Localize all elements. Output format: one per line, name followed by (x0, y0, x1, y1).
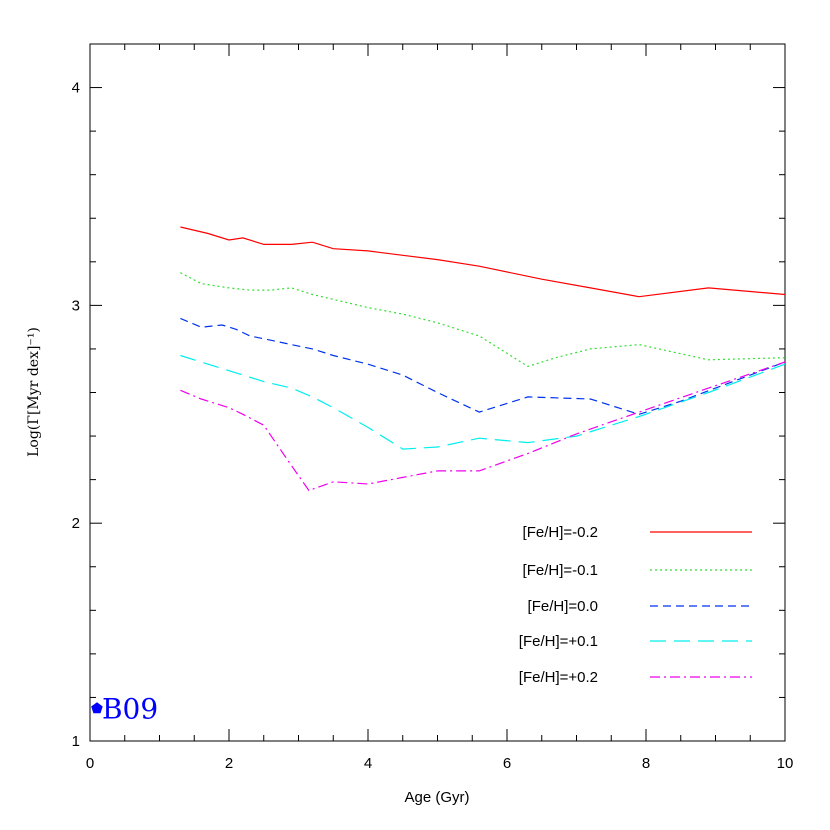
series-line-4 (180, 361, 786, 492)
y-tick-labels: 1 2 3 4 (72, 80, 80, 750)
y-tick-label: 4 (72, 80, 80, 97)
x-tick-label: 6 (503, 755, 511, 772)
legend-label-4: [Fe/H]=+0.2 (519, 669, 598, 686)
legend-label-3: [Fe/H]=+0.1 (519, 633, 598, 650)
x-tick-label: 2 (225, 755, 233, 772)
marker-label-0: B09 (102, 692, 158, 725)
plot-frame (89, 43, 786, 742)
y-tick-label: 2 (72, 515, 80, 532)
y-tick-label: 3 (72, 297, 80, 314)
marker-point-0 (91, 702, 103, 714)
x-tick-label: 0 (86, 755, 94, 772)
legend: [Fe/H]=-0.2 [Fe/H]=-0.1 [Fe/H]=0.0 [Fe/H]=+… (519, 524, 752, 686)
legend-label-2: [Fe/H]=0.0 (528, 598, 598, 615)
y-axis-label: Log(Γ[Myr dex]⁻¹) (26, 327, 42, 457)
series-line-3 (180, 354, 786, 450)
series-line-2 (180, 317, 786, 415)
legend-label-1: [Fe/H]=-0.1 (523, 562, 598, 579)
series-line-0 (180, 226, 786, 298)
x-tick-label: 10 (777, 755, 794, 772)
x-tick-label: 8 (642, 755, 650, 772)
markers: B09 (91, 692, 158, 725)
y-tick-label: 1 (72, 733, 80, 750)
axis-ticks (89, 43, 786, 742)
x-tick-labels: 0 2 4 6 8 10 (86, 755, 794, 772)
legend-label-0: [Fe/H]=-0.2 (523, 524, 598, 541)
x-axis-label: Age (Gyr) (404, 789, 469, 806)
x-tick-label: 4 (364, 755, 372, 772)
series-line-1 (180, 272, 786, 368)
series-lines (180, 226, 786, 492)
